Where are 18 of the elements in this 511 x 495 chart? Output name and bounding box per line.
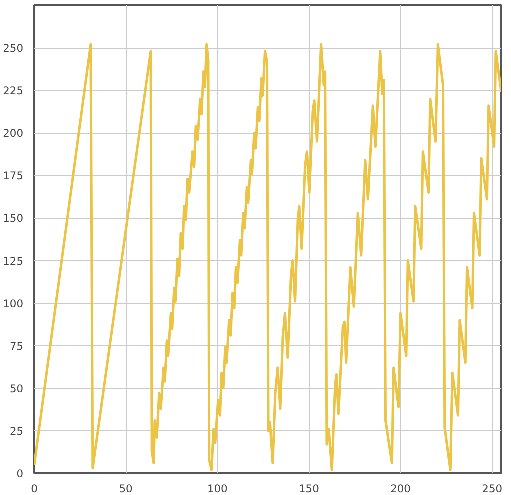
y-tick-label: 125: [3, 254, 24, 268]
x-tick-label: 100: [207, 482, 228, 495]
y-tick-label: 250: [3, 42, 24, 56]
y-tick-label: 0: [16, 468, 24, 480]
y-tick-label: 150: [3, 212, 24, 226]
y-tick-label: 225: [3, 84, 24, 98]
y-tick-label: 175: [3, 170, 24, 183]
y-tick-label: 200: [3, 127, 24, 140]
x-tick-label: 150: [299, 482, 320, 495]
y-tick-label: 50: [10, 382, 24, 396]
line-series: [34, 43, 502, 472]
x-tick-label: 50: [119, 482, 134, 495]
x-tick-label: 200: [390, 482, 412, 495]
y-tick-label: 100: [3, 297, 24, 310]
x-tick-label: 250: [482, 482, 503, 495]
y-tick-label: 25: [10, 424, 24, 438]
y-tick-label: 75: [10, 340, 24, 353]
x-tick-label: 0: [31, 482, 38, 495]
